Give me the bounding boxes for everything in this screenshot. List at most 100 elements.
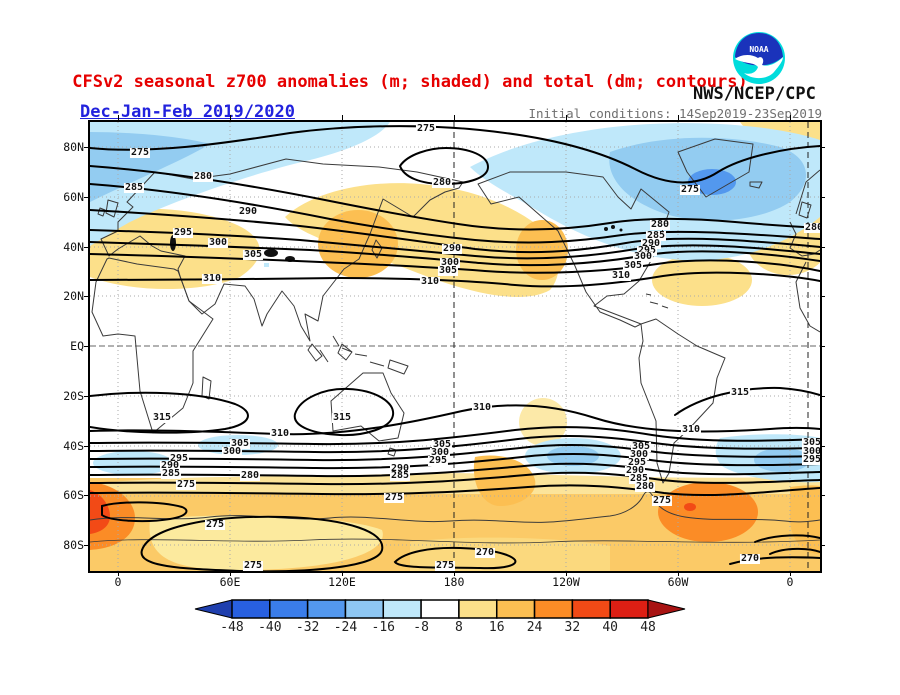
contour-label: 290 — [159, 460, 181, 471]
tick-mark — [820, 445, 825, 447]
tick-mark — [678, 115, 679, 120]
tick-mark — [230, 571, 231, 576]
map-plot: 275 280 285 290 295 300 305 310 275 280 290 300 305 3… — [88, 120, 822, 573]
tick-mark — [230, 115, 231, 120]
colorbar-tick-label: -48 — [220, 620, 244, 635]
tick-mark — [84, 545, 89, 546]
tick-mark — [84, 346, 89, 347]
tick-mark — [820, 495, 825, 497]
noaa-logo: NOAA — [733, 32, 785, 84]
initial-conditions-label: Initial conditions: 14Sep2019-23Sep2019 — [528, 106, 823, 121]
contour-label: 275 — [242, 560, 264, 571]
contour-label: 310 — [201, 273, 223, 284]
contour-label: 285 — [628, 473, 650, 484]
contour-label: 270 — [739, 553, 761, 564]
x-tick-label: 180 — [443, 575, 465, 589]
colorbar-tick-label: 8 — [454, 620, 463, 635]
contour-label: 300 — [429, 447, 451, 458]
contour-label: 290 — [624, 465, 646, 476]
contour-label: 295 — [168, 453, 190, 464]
contour-label: 300 — [801, 446, 822, 457]
colorbar-segment — [495, 599, 536, 619]
contour-label: 300 — [221, 446, 243, 457]
y-tick-label: 20N — [63, 289, 84, 304]
x-tick-label: 120W — [552, 575, 580, 589]
colorbar-segment — [269, 599, 309, 619]
contour-label: 290 — [237, 206, 259, 217]
contour-label: 305 — [242, 249, 264, 260]
contour-label: 300 — [628, 449, 650, 460]
contour-label: 285 — [123, 182, 145, 193]
tick-mark — [84, 147, 89, 148]
agency-label: NWS/NCEP/CPC — [693, 84, 816, 104]
colorbar-tick-label: 40 — [602, 620, 619, 635]
tick-mark — [790, 115, 791, 120]
contour-label: 275 — [651, 495, 673, 506]
colorbar-tick-label: 24 — [526, 620, 543, 635]
contour-label: 280 — [192, 171, 214, 182]
noaa-seagull-icon — [735, 55, 783, 79]
colorbar-segment — [571, 599, 611, 619]
noaa-logo-text: NOAA — [749, 45, 768, 54]
contour-label: 305 — [437, 265, 459, 276]
tick-mark — [820, 395, 825, 397]
contour-label: 295 — [801, 454, 822, 465]
contour-label: 280 — [803, 223, 820, 233]
tick-mark — [84, 246, 89, 248]
contour-label: 310 — [680, 424, 702, 435]
tick-mark — [820, 346, 825, 347]
contour-label: 285 — [645, 230, 667, 241]
contour-label: 295 — [172, 227, 194, 238]
colorbar-tick-label: -24 — [333, 620, 358, 635]
x-tick-label: 120E — [328, 575, 356, 589]
contour-label: 280 — [634, 481, 656, 492]
tick-mark — [820, 246, 825, 248]
contour-label: 310 — [610, 270, 632, 281]
x-tick-label: 60W — [667, 575, 689, 589]
tick-mark — [84, 196, 89, 198]
colorbar-segment — [458, 599, 498, 619]
coastlines — [90, 138, 820, 544]
x-tick-label: 0 — [786, 575, 794, 589]
colorbar-tick-label: -16 — [371, 620, 396, 635]
contour-label: 275 — [679, 184, 701, 195]
contour-label: 275 — [383, 492, 405, 503]
height-contours — [90, 125, 820, 571]
colorbar: -48 -40 -32 -24 -16 -8 8 16 24 32 40 48 — [193, 599, 693, 639]
contour-label: 275 — [129, 147, 151, 158]
contour-label: 275 — [175, 479, 197, 490]
contour-label: 295 — [626, 457, 648, 468]
colorbar-segment — [420, 599, 460, 619]
colorbar-segment — [609, 599, 649, 619]
tick-mark — [566, 571, 567, 576]
contour-label: 300 — [439, 257, 461, 268]
tick-mark — [454, 571, 455, 576]
contour-label: 305 — [229, 438, 251, 449]
colorbar-segment — [306, 599, 347, 619]
y-tick-label: 80S — [63, 538, 84, 552]
contour-label: 315 — [331, 412, 353, 423]
contour-label: 275 — [434, 560, 456, 571]
contour-label: 315 — [729, 387, 751, 398]
y-tick-label: 60S — [63, 488, 84, 503]
contour-label: 285 — [389, 470, 411, 481]
tick-mark — [566, 115, 567, 120]
tick-mark — [342, 571, 343, 576]
contour-label: 300 — [632, 251, 654, 262]
season-label: Dec-Jan-Feb 2019/2020 — [80, 102, 295, 122]
tick-mark — [820, 545, 825, 546]
colorbar-tick-label: -8 — [413, 620, 429, 635]
colorbar-tick-label: 32 — [564, 620, 581, 635]
contour-label: 295 — [427, 455, 449, 466]
contour-label: 280 — [431, 177, 453, 188]
contour-label: 290 — [441, 243, 463, 254]
contour-label: 310 — [419, 276, 441, 287]
colorbar-art — [194, 599, 686, 619]
map-art — [90, 122, 820, 571]
colorbar-segment — [533, 599, 574, 619]
tick-mark — [342, 115, 343, 120]
tick-mark — [820, 296, 825, 298]
y-tick-label: 40N — [63, 239, 84, 254]
tick-mark — [820, 147, 825, 148]
